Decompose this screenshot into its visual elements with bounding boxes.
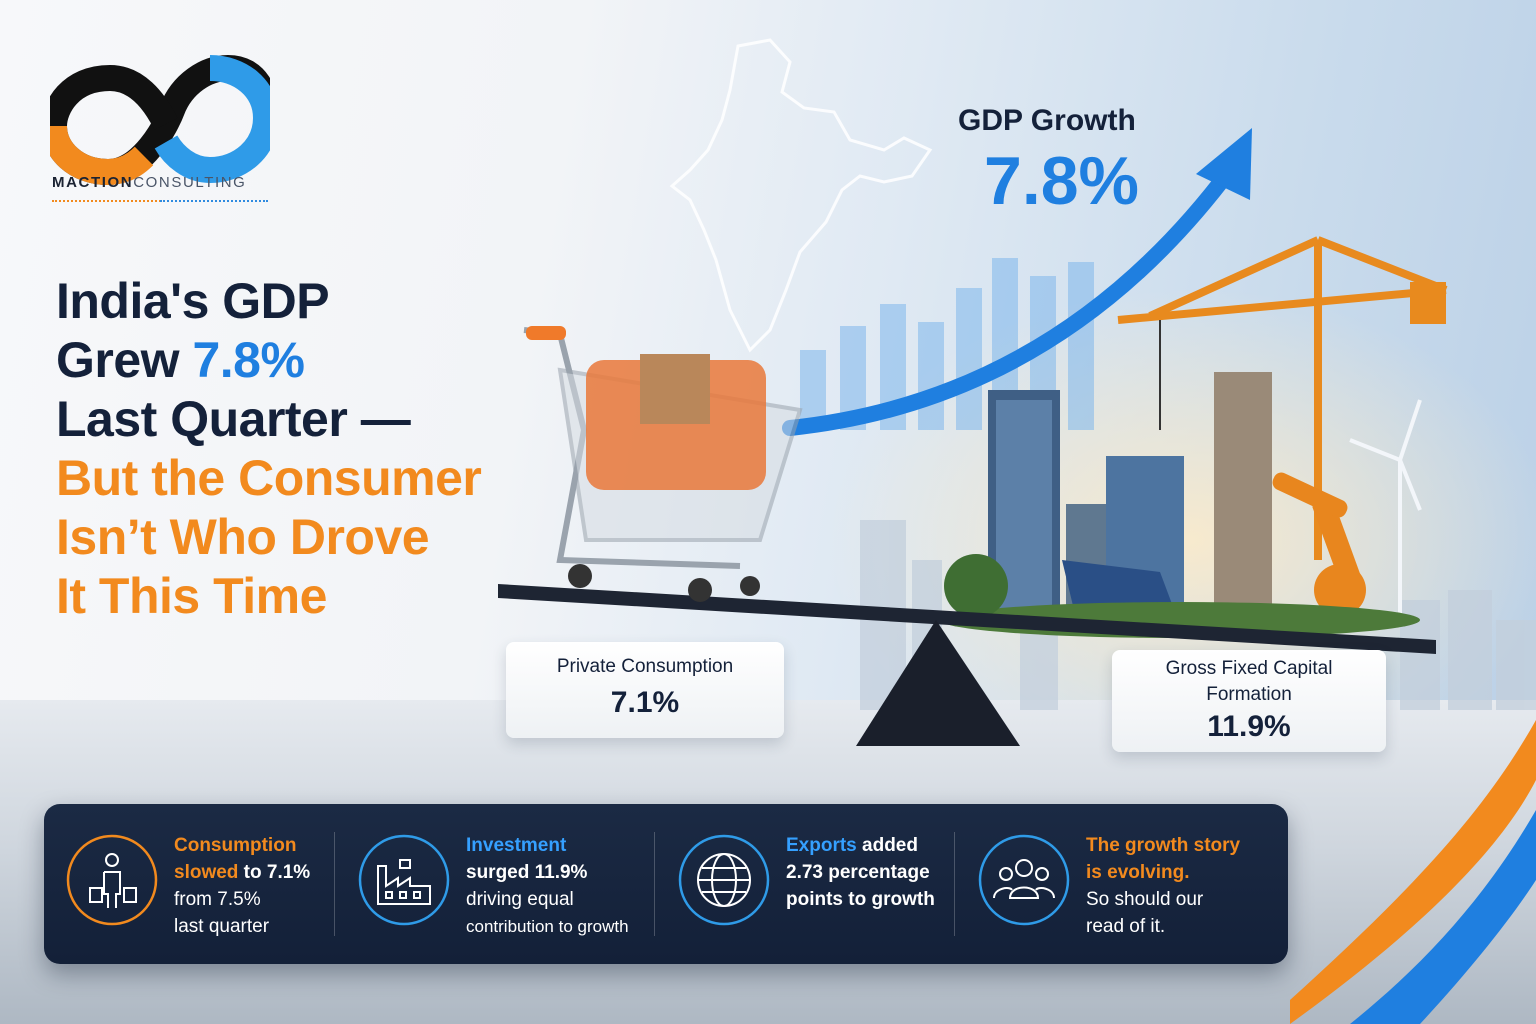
people-icon (978, 834, 1070, 926)
seesaw-beam (498, 584, 1436, 654)
insight-card-story: The growth story is evolving. So should … (956, 804, 1286, 964)
india-map-outline (669, 38, 933, 353)
insight-card-investment: Investment surged 11.9% driving equal co… (336, 804, 636, 964)
card-divider (654, 832, 655, 936)
headline-line-3: Last Quarter — (56, 391, 411, 447)
insight-text: Investment surged 11.9% driving equal co… (466, 835, 629, 936)
growth-arrow (782, 162, 1238, 436)
brand-name: MACTIONCONSULTING (52, 174, 247, 191)
headline-line-1: India's GDP (56, 273, 330, 329)
brand-underline-accent (160, 200, 268, 202)
factory-icon (358, 834, 450, 926)
gfcf-plaque: Gross Fixed Capital Formation 11.9% (1112, 650, 1386, 752)
gfcf-value: 11.9% (1207, 710, 1291, 743)
headline-line-5: Isn’t Who Drove (56, 509, 430, 565)
headline-line-4: But the Consumer (56, 450, 482, 506)
shopping-cart (523, 326, 803, 602)
card-divider (334, 832, 335, 936)
headline: India's GDP Grew 7.8% Last Quarter — But… (56, 272, 556, 626)
insight-card-exports: Exports added 2.73 percentage points to … (656, 804, 956, 964)
company-logo (50, 54, 270, 186)
globe-icon (678, 834, 770, 926)
private-consumption-label: Private Consumption (556, 656, 734, 677)
insight-text: The growth story is evolving. So should … (1086, 835, 1241, 937)
insight-text: Consumption slowed to 7.1% from 7.5% las… (174, 835, 311, 937)
wind-turbine (1349, 399, 1422, 620)
card-divider (954, 832, 955, 936)
buildings (988, 372, 1272, 626)
robot-arm (1272, 472, 1366, 616)
insights-panel: Consumption slowed to 7.1% from 7.5% las… (44, 804, 1288, 964)
gdp-growth-label: GDP Growth (958, 104, 1136, 137)
crane-counterweight (1410, 282, 1446, 324)
headline-line-2: Grew 7.8% (56, 332, 305, 388)
corner-swoosh (1290, 720, 1536, 1024)
insight-text: Exports added 2.73 percentage points to … (786, 835, 935, 910)
headline-line-6: It This Time (56, 568, 327, 624)
seesaw-fulcrum (856, 620, 1020, 746)
gfcf-label: Gross Fixed Capital Formation (1165, 658, 1333, 705)
private-consumption-value: 7.1% (610, 686, 680, 719)
shopper-icon (66, 834, 158, 926)
insight-card-consumption: Consumption slowed to 7.1% from 7.5% las… (44, 804, 344, 964)
gdp-growth-value: 7.8% (984, 143, 1139, 219)
private-consumption-plaque: Private Consumption 7.1% (506, 642, 784, 738)
